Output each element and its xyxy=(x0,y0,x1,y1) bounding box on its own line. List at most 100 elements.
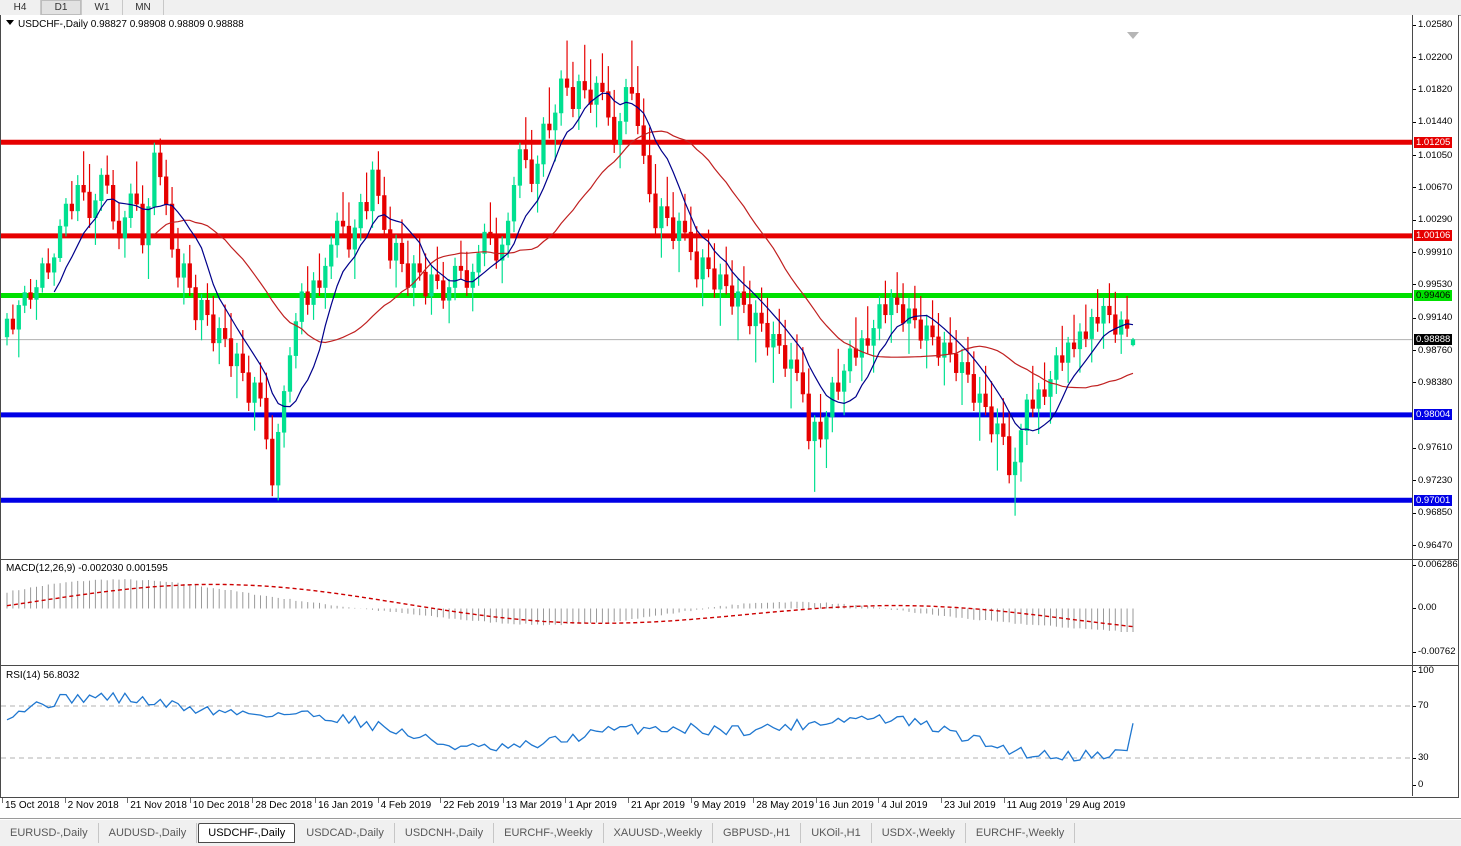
price-tick: 0.99910 xyxy=(1413,247,1452,259)
price-tick: 1.00290 xyxy=(1413,215,1452,226)
date-tick xyxy=(502,798,504,803)
date-axis[interactable]: 15 Oct 2018 2 Nov 2018 21 Nov 2018 10 Dec 2… xyxy=(0,798,1461,819)
symbol-tab-bar[interactable]: EURUSD-,Daily AUDUSD-,Daily USDCHF-,Daily U… xyxy=(0,819,1461,846)
rsi-tick: 0 xyxy=(1413,780,1423,791)
date-axis-label: 9 May 2019 xyxy=(693,800,746,811)
timeframe-button-w1[interactable]: W1 xyxy=(82,0,123,15)
date-tick xyxy=(189,798,191,803)
price-level-badge[interactable]: 0.97001 xyxy=(1414,494,1453,506)
macd-tick: 0.006286 xyxy=(1413,560,1458,571)
rsi-scale: 100 70 30 0 xyxy=(1413,666,1459,797)
timeframe-toolbar: H4 D1 W1 MN xyxy=(0,0,1461,16)
price-level-badge[interactable]: 0.98888 xyxy=(1414,334,1453,346)
symbol-tab-7[interactable]: GBPUSD-,H1 xyxy=(713,823,802,843)
rsi-canvas xyxy=(1,691,1413,762)
date-tick xyxy=(440,798,442,803)
price-tick: 0.98760 xyxy=(1413,345,1452,357)
price-tick: 1.00670 xyxy=(1413,182,1452,194)
date-tick xyxy=(878,798,880,803)
rsi-pane[interactable]: RSI(14) 56.8032 xyxy=(1,667,1413,797)
date-axis-label: 10 Dec 2018 xyxy=(192,800,250,811)
macd-scale: 0.006286 0.00 -0.00762 xyxy=(1413,560,1459,666)
price-tick: 1.01050 xyxy=(1413,150,1452,162)
date-axis-label: 28 May 2019 xyxy=(756,800,815,811)
date-axis-label: 23 Jul 2019 xyxy=(944,800,996,811)
price-level-badge[interactable]: 0.98004 xyxy=(1414,409,1453,421)
date-tick xyxy=(941,798,942,803)
date-axis-label: 13 Mar 2019 xyxy=(505,800,562,811)
macd-label: MACD(12,26,9) -0.002030 0.001595 xyxy=(6,563,168,574)
symbol-tab-10[interactable]: EURCHF-,Weekly xyxy=(966,823,1076,843)
date-axis-label: 29 Aug 2019 xyxy=(1069,800,1126,811)
date-tick xyxy=(1003,798,1005,803)
price-scale-column[interactable]: 1.02580 1.02200 1.01820 1.01440 1.01050 1.006… xyxy=(1412,15,1459,797)
timeframe-button-h4[interactable]: H4 xyxy=(0,0,41,15)
rsi-tick: 100 xyxy=(1413,666,1434,677)
date-tick xyxy=(64,798,66,803)
macd-tick: 0.00 xyxy=(1413,603,1437,614)
date-tick xyxy=(690,798,692,803)
date-tick xyxy=(2,798,3,803)
date-axis-label: 11 Aug 2019 xyxy=(1006,800,1063,811)
price-tick: 1.01440 xyxy=(1413,117,1452,128)
macd-tick: -0.00762 xyxy=(1413,647,1456,658)
date-tick xyxy=(377,798,379,803)
timeframe-button-mn[interactable]: MN xyxy=(123,0,164,15)
date-tick xyxy=(565,798,567,803)
date-axis-label: 1 Apr 2019 xyxy=(568,800,617,811)
date-tick xyxy=(315,798,316,803)
symbol-tab-8[interactable]: UKOil-,H1 xyxy=(801,823,872,843)
date-tick xyxy=(1066,798,1068,803)
symbol-tab-6[interactable]: XAUUSD-,Weekly xyxy=(604,823,713,843)
symbol-tab-9[interactable]: USDX-,Weekly xyxy=(872,823,966,843)
symbol-tab-1[interactable]: AUDUSD-,Daily xyxy=(99,823,198,843)
price-level-badge[interactable]: 1.00106 xyxy=(1414,230,1453,242)
price-candles-canvas xyxy=(1,40,1413,516)
price-level-badge[interactable]: 1.01205 xyxy=(1414,136,1453,148)
timeframe-button-d1[interactable]: D1 xyxy=(41,0,82,15)
scroll-position-marker-icon[interactable] xyxy=(1127,32,1139,39)
price-scale[interactable]: 1.02580 1.02200 1.01820 1.01440 1.01050 1.006… xyxy=(1413,15,1459,560)
date-tick xyxy=(815,798,817,803)
macd-pane[interactable]: MACD(12,26,9) -0.002030 0.001595 xyxy=(1,561,1413,666)
chart-frame[interactable]: USDCHF-,Daily 0.98827 0.98908 0.98809 0.… xyxy=(0,15,1459,798)
date-axis-label: 21 Nov 2018 xyxy=(130,800,187,811)
symbol-tab-active[interactable]: USDCHF-,Daily xyxy=(198,823,296,843)
date-axis-label: 16 Jan 2019 xyxy=(318,800,374,811)
price-tick: 0.96850 xyxy=(1413,508,1452,519)
price-tick: 0.98380 xyxy=(1413,377,1452,389)
date-tick xyxy=(753,798,755,803)
date-tick xyxy=(127,798,129,803)
price-level-badge[interactable]: 0.99406 xyxy=(1414,290,1453,301)
date-axis-label: 28 Dec 2018 xyxy=(255,800,313,811)
date-axis-label: 4 Jul 2019 xyxy=(881,800,928,811)
date-tick xyxy=(252,798,254,803)
symbol-tab-4[interactable]: USDCNH-,Daily xyxy=(395,823,495,843)
symbol-tab-3[interactable]: USDCAD-,Daily xyxy=(296,823,395,843)
price-tick: 1.02200 xyxy=(1413,52,1452,64)
date-axis-label: 21 Apr 2019 xyxy=(631,800,685,811)
price-tick: 0.99530 xyxy=(1413,279,1452,291)
rsi-tick: 70 xyxy=(1413,701,1429,712)
price-tick: 1.01820 xyxy=(1413,84,1452,96)
price-tick: 0.96470 xyxy=(1413,540,1452,552)
date-axis-label: 2 Nov 2018 xyxy=(67,800,119,811)
symbol-tab-5[interactable]: EURCHF-,Weekly xyxy=(494,823,604,843)
macd-canvas xyxy=(6,579,1134,632)
date-axis-label: 4 Feb 2019 xyxy=(380,800,432,811)
collapse-arrow-icon[interactable] xyxy=(6,20,14,25)
rsi-label: RSI(14) 56.8032 xyxy=(6,670,80,681)
price-tick: 0.99140 xyxy=(1413,313,1452,324)
price-chart-pane[interactable]: USDCHF-,Daily 0.98827 0.98908 0.98809 0.… xyxy=(1,15,1413,560)
rsi-tick: 30 xyxy=(1413,753,1429,764)
toolbar-spacer xyxy=(164,0,1461,15)
date-axis-label: 22 Feb 2019 xyxy=(443,800,500,811)
price-tick: 1.02580 xyxy=(1413,20,1452,31)
price-tick: 0.97230 xyxy=(1413,475,1452,487)
symbol-ohlc-header: USDCHF-,Daily 0.98827 0.98908 0.98809 0.… xyxy=(18,19,244,30)
date-axis-label: 15 Oct 2018 xyxy=(5,800,60,811)
price-tick: 0.97610 xyxy=(1413,443,1452,454)
symbol-tab-0[interactable]: EURUSD-,Daily xyxy=(0,823,99,843)
date-tick xyxy=(628,798,629,803)
date-axis-label: 16 Jun 2019 xyxy=(818,800,874,811)
